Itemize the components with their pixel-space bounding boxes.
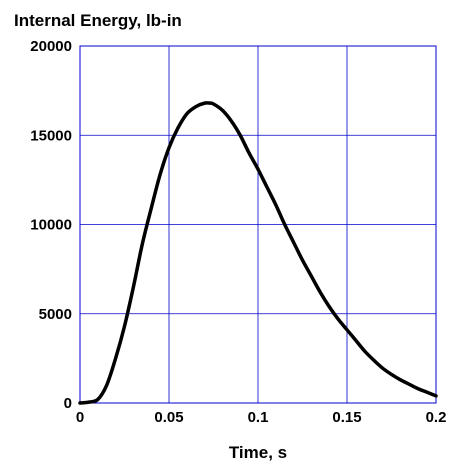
x-tick-label: 0.05 [154,409,183,426]
x-axis-label: Time, s [229,443,287,462]
y-tick-label: 10000 [30,217,72,234]
x-tick-label: 0 [76,409,84,426]
y-tick-label: 5000 [39,306,72,323]
x-tick-label: 0.1 [248,409,269,426]
y-axis-ticks: 0 5000 10000 15000 20000 [30,38,72,412]
chart-title: Internal Energy, lb-in [14,11,182,30]
grid [80,46,436,403]
x-tick-label: 0.2 [426,409,447,426]
plot-frame [79,45,437,404]
series-line [78,101,438,405]
y-tick-label: 15000 [30,127,72,144]
x-tick-label: 0.15 [332,409,361,426]
y-tick-label: 20000 [30,38,72,55]
x-axis-ticks: 0 0.05 0.1 0.15 0.2 [76,409,447,426]
y-tick-label: 0 [64,395,72,412]
